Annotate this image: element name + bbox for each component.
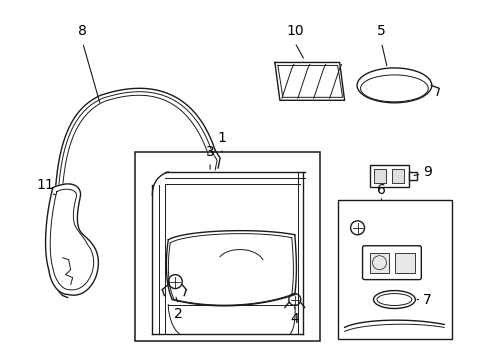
Text: 9: 9 bbox=[422, 165, 431, 179]
Text: 3: 3 bbox=[205, 145, 214, 159]
Ellipse shape bbox=[376, 293, 411, 306]
Bar bbox=[395, 253, 414, 273]
Text: 10: 10 bbox=[285, 23, 303, 37]
Text: 6: 6 bbox=[376, 183, 385, 197]
Bar bbox=[408, 172, 416, 180]
FancyBboxPatch shape bbox=[362, 246, 421, 280]
Text: 11: 11 bbox=[37, 178, 55, 192]
Ellipse shape bbox=[356, 68, 431, 103]
Bar bbox=[337, 200, 451, 339]
Ellipse shape bbox=[360, 75, 427, 102]
Text: 1: 1 bbox=[217, 131, 226, 145]
Bar bbox=[369, 253, 388, 273]
Ellipse shape bbox=[373, 291, 414, 309]
Text: 2: 2 bbox=[174, 307, 182, 321]
Text: 4: 4 bbox=[290, 312, 299, 327]
Text: 5: 5 bbox=[376, 23, 385, 37]
Bar bbox=[392, 169, 404, 183]
Bar bbox=[374, 169, 386, 183]
Text: 8: 8 bbox=[78, 23, 87, 37]
Bar bbox=[369, 165, 408, 187]
Text: 7: 7 bbox=[422, 293, 431, 306]
Bar bbox=[135, 152, 319, 341]
Polygon shape bbox=[274, 62, 344, 100]
Polygon shape bbox=[45, 184, 98, 295]
